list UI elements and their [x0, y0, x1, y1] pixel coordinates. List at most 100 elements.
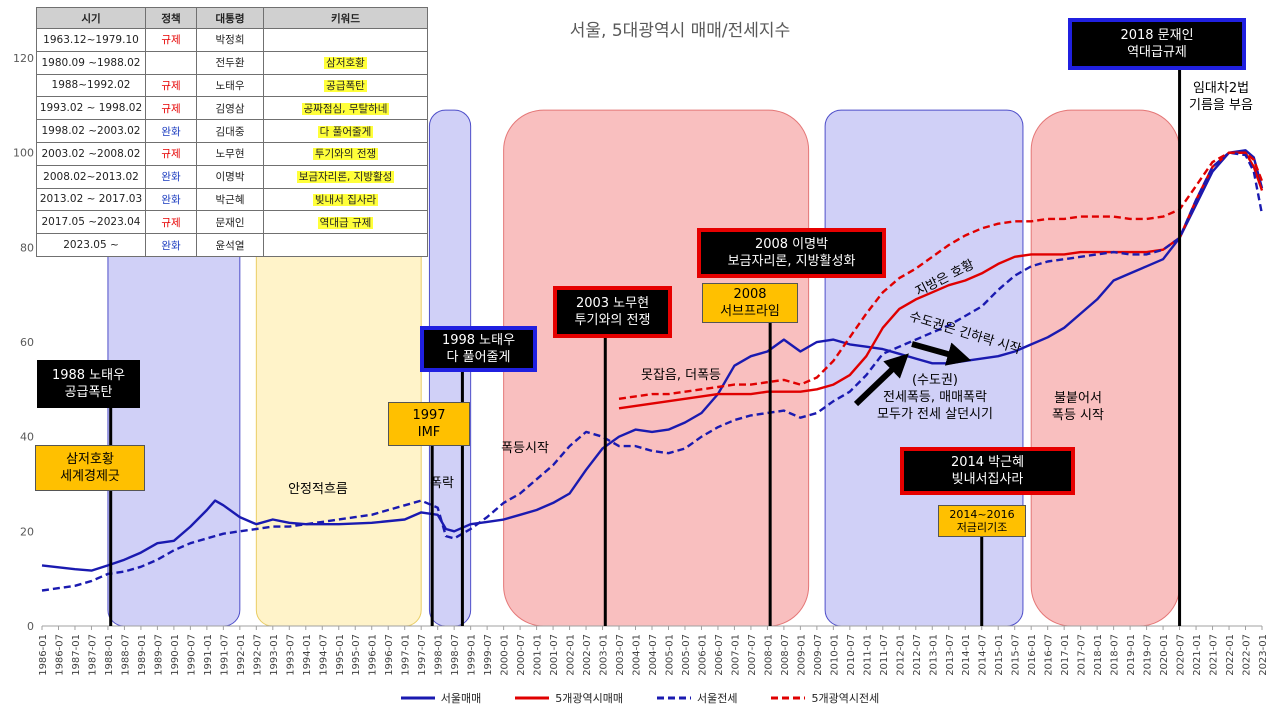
x-tick-label: 2013-07 [945, 634, 956, 676]
table-row: 1988~1992.02 규제 노태우 공급폭탄 [36, 73, 428, 98]
x-tick-label: 1989-01 [137, 634, 148, 676]
x-tick-label: 2022-01 [1225, 634, 1236, 676]
note-low-rate-line2: 저금리기조 [956, 521, 1008, 534]
legend-label-seoul-sale: 서울매매 [440, 692, 482, 705]
annotation-arrows [853, 341, 972, 407]
cell-keyword: 보금자리론, 지방활성 [263, 164, 428, 189]
x-tick-label: 1988-01 [104, 634, 115, 676]
cell-policy: 규제 [145, 210, 197, 235]
x-tick-label: 1999-07 [483, 634, 494, 676]
col-header-president: 대통령 [196, 7, 264, 29]
x-tick-label: 2012-01 [895, 634, 906, 676]
x-tick-label: 2009-01 [796, 634, 807, 676]
cell-policy: 규제 [145, 96, 197, 121]
cell-president: 문재인 [196, 210, 264, 235]
x-tick-label: 2014-01 [961, 634, 972, 676]
x-tick-label: 2001-07 [549, 634, 560, 676]
x-tick-label: 1996-01 [368, 634, 379, 676]
note-three-lows: 삼저호황 세계경제긋 [35, 445, 145, 491]
cell-keyword: 삼저호황 [263, 50, 428, 75]
legend-label-metro-jeonse: 5개광역시전세 [811, 692, 880, 705]
legend-swatch-seoul-sale [400, 696, 435, 700]
note-surge: 폭등시작 [501, 441, 549, 456]
keyword-highlight: 보금자리론, 지방활성 [296, 171, 395, 184]
note-1988-roh: 1988 노태우 공급폭탄 [37, 360, 140, 408]
note-stable: 안정적흐름 [288, 482, 348, 497]
keyword-highlight: 공급폭탄 [324, 79, 367, 92]
note-2003: 2003 노무현 투기와의 전쟁 [553, 286, 672, 338]
cell-keyword: 역대급 규제 [263, 210, 428, 235]
cell-president: 전두환 [196, 50, 264, 75]
x-tick-label: 2018-07 [1110, 634, 1121, 676]
note-2008-line2: 보금자리론, 지방활성화 [727, 254, 856, 269]
cell-keyword [263, 28, 428, 52]
y-tick-label: 120 [13, 52, 34, 65]
x-tick-label: 2012-07 [912, 634, 923, 676]
x-tick-label: 2009-07 [813, 634, 824, 676]
note-2018-line1: 2018 문재인 [1120, 28, 1194, 43]
x-tick-label: 2014-07 [978, 634, 989, 676]
cell-president: 김영삼 [196, 96, 264, 121]
note-fire-line1: 불붙어서 [1054, 391, 1102, 406]
x-tick-label: 1999-01 [467, 634, 478, 676]
cell-period: 2013.02 ~ 2017.03 [36, 187, 146, 212]
note-2014-line1: 2014 박근혜 [950, 455, 1025, 470]
cell-policy: 완화 [145, 164, 197, 189]
x-tick-label: 2004-01 [632, 634, 643, 676]
x-tick-label: 2022-07 [1242, 634, 1253, 676]
series-lines [41, 149, 1264, 592]
x-tick-label: 2007-01 [730, 634, 741, 676]
region-tight [1030, 109, 1181, 627]
cell-period: 2017.05 ~2023.04 [36, 210, 146, 235]
x-tick-label: 2011-07 [879, 634, 890, 676]
x-tick-label: 1998-07 [450, 634, 461, 676]
keyword-highlight: 공짜점심, 무탈하네 [301, 102, 390, 115]
cell-keyword: 투기와의 전쟁 [263, 141, 428, 166]
cell-period: 1980.09 ~1988.02 [36, 50, 146, 75]
x-tick-label: 1994-07 [318, 634, 329, 676]
x-tick-label: 2015-07 [1011, 634, 1022, 676]
legend-label-metro-sale: 5개광역시매매 [555, 692, 623, 705]
note-moles: 못잡음, 더폭등 [640, 368, 722, 383]
note-jeonse-line2: 전세폭등, 매매폭락 [883, 390, 987, 405]
x-tick-label: 2004-07 [648, 634, 659, 676]
x-tick-label: 2018-01 [1093, 634, 1104, 676]
x-tick-label: 2016-07 [1044, 634, 1055, 676]
keyword-highlight: 빚내서 집사라 [312, 193, 379, 206]
x-tick-label: 2017-07 [1077, 634, 1088, 676]
x-tick-label: 1986-01 [38, 634, 49, 676]
note-three-lows-line2: 세계경제긋 [60, 469, 120, 484]
note-jeonse-line3: 모두가 전세 살던시기 [877, 407, 993, 422]
cell-policy: 완화 [145, 233, 197, 257]
x-tick-label: 1990-07 [186, 634, 197, 676]
cell-keyword: 공급폭탄 [263, 73, 428, 98]
note-1998-line2: 다 풀어줄게 [446, 350, 511, 365]
x-tick-label: 2006-01 [697, 634, 708, 676]
col-header-keyword: 키워드 [263, 7, 428, 29]
x-tick-label: 1988-07 [120, 634, 131, 676]
x-tick-label: 1993-07 [285, 634, 296, 676]
note-lease-line1: 임대차2법 [1192, 81, 1250, 96]
x-tick-label: 1992-07 [252, 634, 263, 676]
x-tick-label: 2019-07 [1143, 634, 1154, 676]
x-tick-label: 1986-07 [54, 634, 65, 676]
cell-policy: 규제 [145, 141, 197, 166]
cell-policy [145, 50, 197, 75]
series-line-0 [41, 149, 1264, 572]
x-axis: 1986-01 1986-07 1987-01 1987-07 1988-01 1988-… [38, 626, 1269, 676]
legend-item-seoul-sale: 서울매매 [400, 690, 482, 706]
x-tick-label: 2021-07 [1209, 634, 1220, 676]
x-tick-label: 2011-01 [862, 634, 873, 676]
cell-policy: 규제 [145, 73, 197, 98]
cell-keyword: 빚내서 집사라 [263, 187, 428, 212]
legend: 서울매매 5개광역시매매 서울전세 5개광역시전세 [0, 690, 1280, 706]
note-1998-line1: 1998 노태우 [441, 333, 516, 348]
keyword-highlight: 투기와의 전쟁 [312, 148, 379, 161]
legend-item-seoul-jeonse: 서울전세 [657, 690, 737, 706]
x-tick-label: 2020-01 [1159, 634, 1170, 676]
arrow-metro-down [911, 341, 972, 366]
y-tick-label: 80 [20, 241, 34, 254]
table-row: 2008.02~2013.02 완화 이명박 보금자리론, 지방활성 [36, 164, 428, 189]
x-tick-label: 1989-07 [153, 634, 164, 676]
x-tick-label: 1997-07 [417, 634, 428, 676]
